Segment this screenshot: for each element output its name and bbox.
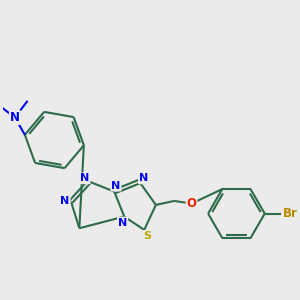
Text: N: N <box>111 181 121 190</box>
Text: N: N <box>60 196 70 206</box>
Text: N: N <box>139 173 148 183</box>
Text: Br: Br <box>283 207 298 220</box>
Text: N: N <box>80 173 90 183</box>
Text: N: N <box>10 111 20 124</box>
Text: O: O <box>187 197 196 210</box>
Text: N: N <box>118 218 127 228</box>
Text: S: S <box>144 231 152 241</box>
